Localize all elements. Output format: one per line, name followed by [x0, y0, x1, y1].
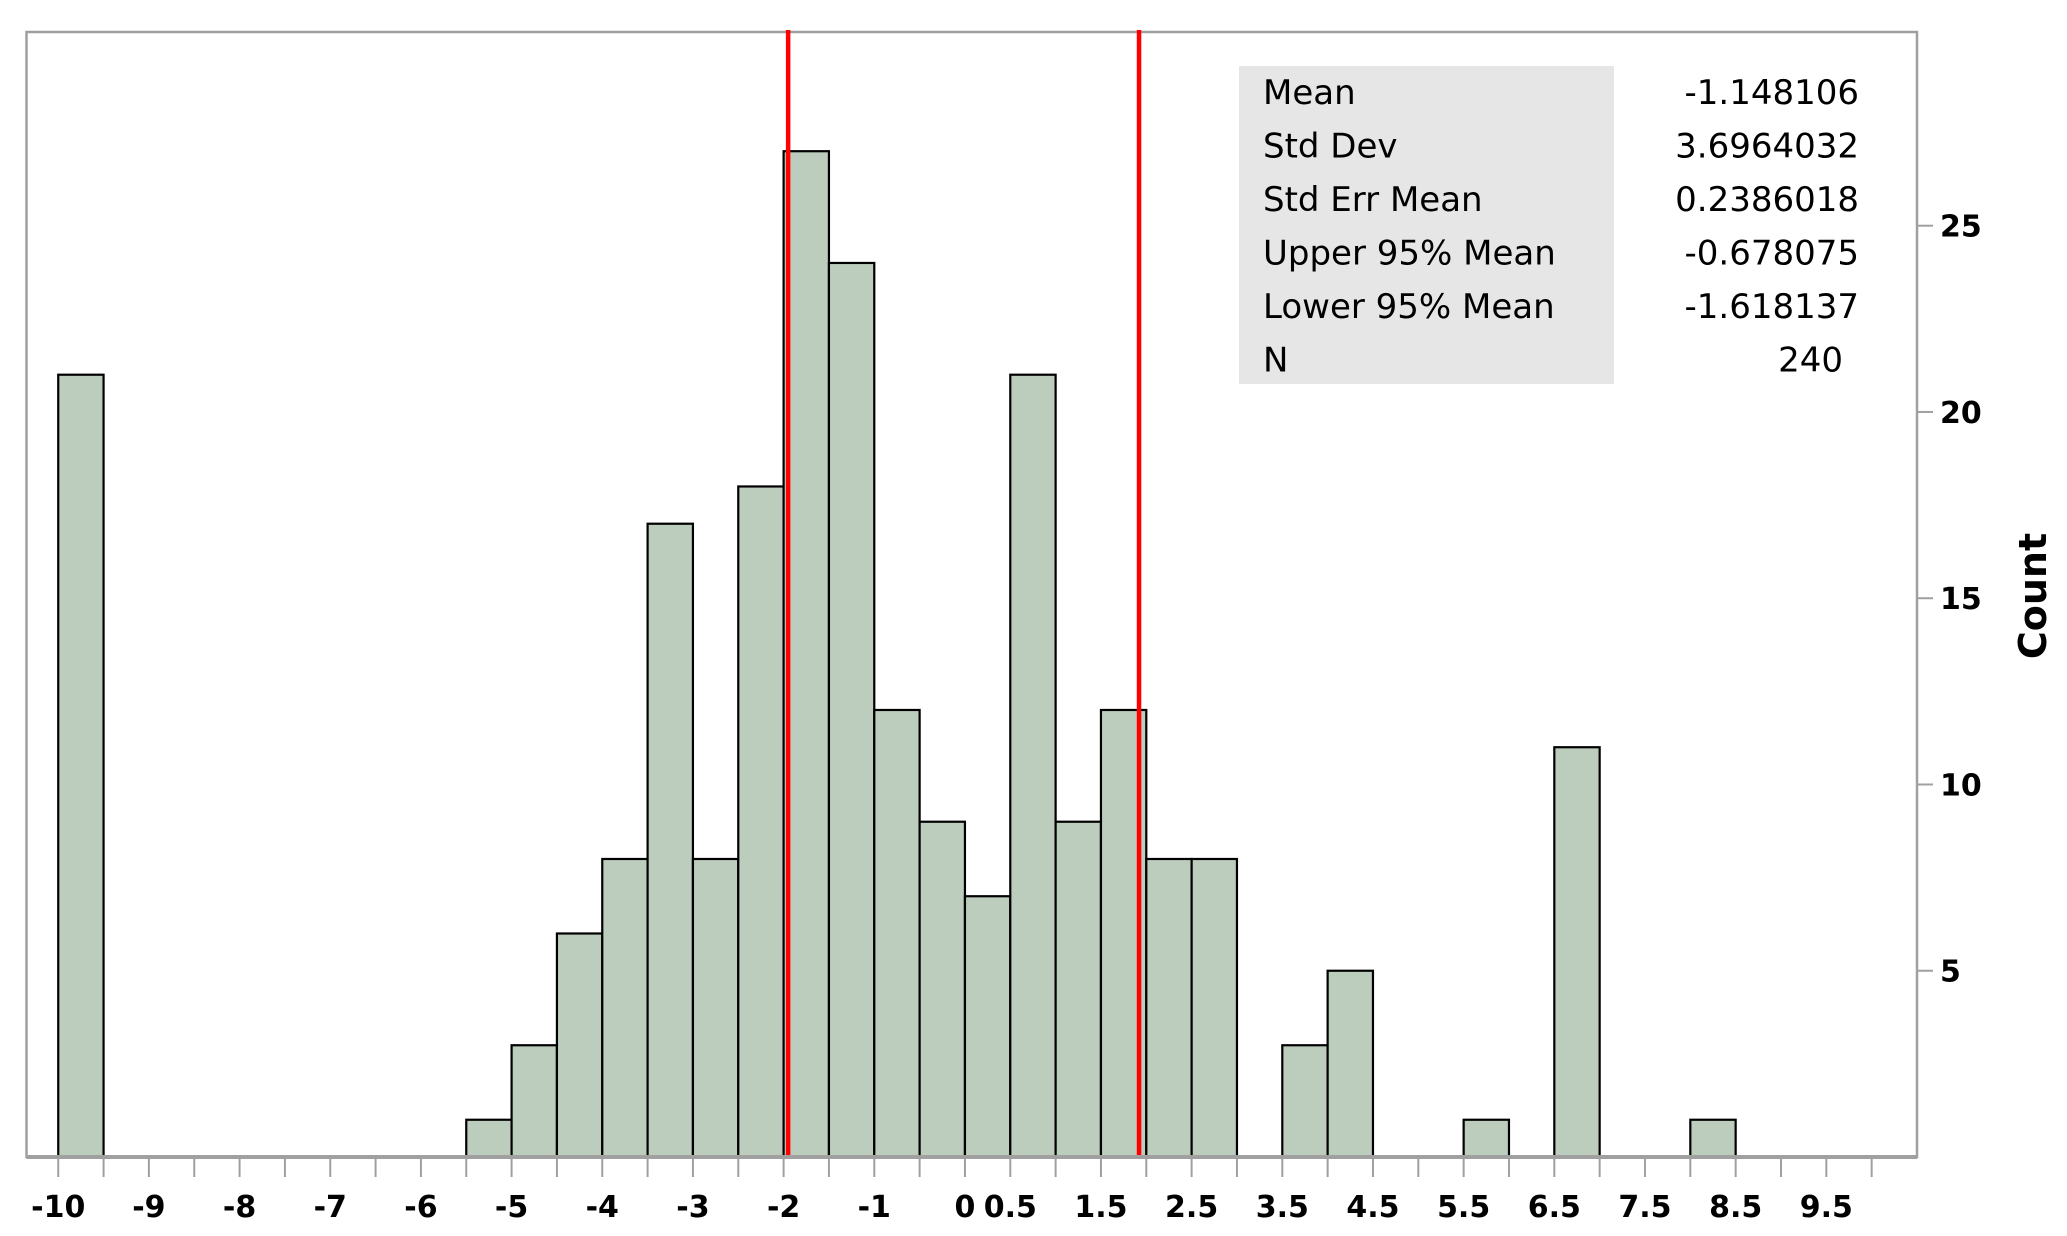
y-tick-label: 10	[1940, 768, 1982, 803]
histogram-bar	[1462, 1118, 1511, 1159]
stats-value: -0.678075	[1685, 234, 1860, 274]
histogram-bar	[691, 857, 740, 1159]
histogram-bar	[1054, 820, 1103, 1159]
histogram-bar	[510, 1044, 559, 1159]
x-tick-label: 6.5	[1528, 1190, 1581, 1225]
x-tick-label: 0.5	[984, 1190, 1037, 1225]
stats-box: Mean -1.148106 Std Dev 3.6964032 Std Err Mea…	[1239, 66, 1859, 384]
histogram-bar	[1145, 857, 1193, 1159]
y-axis: 5 10 15 20 25	[1917, 210, 1982, 990]
x-tick-label: -8	[223, 1190, 256, 1225]
histogram-bar	[1281, 1044, 1329, 1159]
x-tick-label: 0	[955, 1190, 976, 1225]
x-axis: -10 -9 -8 -7 -6 -5 -4 -3 -2 -1 0 0.5 1.5 2.5 3.5 4.5 5.5…	[26, 1155, 1917, 1225]
histogram-bar	[57, 373, 105, 1159]
stats-value: 240	[1778, 341, 1843, 381]
histogram-bar	[646, 522, 695, 1159]
reference-lines	[785, 30, 1142, 1157]
x-tick-label: 3.5	[1256, 1190, 1309, 1225]
histogram-bar	[827, 261, 876, 1159]
x-tick-label: -1	[858, 1190, 891, 1225]
histogram-bar	[1689, 1118, 1737, 1159]
y-tick-label: 25	[1940, 210, 1982, 245]
x-tick-label: 5.5	[1437, 1190, 1490, 1225]
x-tick-label: -5	[495, 1190, 528, 1225]
histogram-bar	[1190, 857, 1239, 1159]
x-tick-label: -3	[676, 1190, 709, 1225]
x-tick-label: -2	[767, 1190, 800, 1225]
histogram-bar	[465, 1118, 513, 1159]
histogram-bar	[963, 895, 1012, 1159]
histogram-bar	[1553, 746, 1601, 1159]
y-axis-title: Count	[2011, 533, 2055, 659]
stats-value: 0.2386018	[1675, 180, 1859, 220]
stats-label: Std Dev	[1263, 127, 1398, 167]
stats-label: Mean	[1263, 73, 1356, 113]
x-tick-label: -4	[586, 1190, 619, 1225]
x-tick-label: 2.5	[1165, 1190, 1218, 1225]
stats-label: N	[1263, 341, 1288, 381]
histogram-bar	[555, 932, 604, 1159]
y-tick-label: 15	[1940, 582, 1982, 617]
histogram-bar	[918, 820, 967, 1159]
histogram-bar	[737, 485, 785, 1159]
x-tick-label: 9.5	[1800, 1190, 1853, 1225]
y-tick-label: 20	[1940, 396, 1982, 431]
histogram-bar	[1009, 373, 1057, 1159]
stats-box-background	[1239, 66, 1614, 384]
stats-value: -1.148106	[1685, 73, 1860, 113]
bars-group	[57, 150, 1737, 1159]
stats-label: Upper 95% Mean	[1263, 234, 1556, 274]
x-tick-label: -9	[132, 1190, 165, 1225]
x-tick-label: 8.5	[1709, 1190, 1762, 1225]
x-tick-label: -10	[31, 1190, 85, 1225]
histogram-bar	[873, 708, 921, 1159]
y-tick-label: 5	[1940, 955, 1961, 990]
histogram-bar	[601, 857, 649, 1159]
histogram-bar	[782, 150, 831, 1159]
stats-label: Std Err Mean	[1263, 180, 1483, 220]
x-tick-label: 4.5	[1346, 1190, 1399, 1225]
x-tick-label: -6	[404, 1190, 437, 1225]
x-tick-label: 7.5	[1618, 1190, 1671, 1225]
x-tick-label: -7	[314, 1190, 347, 1225]
stats-label: Lower 95% Mean	[1263, 287, 1555, 327]
stats-value: 3.6964032	[1675, 127, 1859, 167]
histogram-bar	[1326, 969, 1375, 1159]
stats-value: -1.618137	[1685, 287, 1860, 327]
x-tick-label: 1.5	[1074, 1190, 1127, 1225]
